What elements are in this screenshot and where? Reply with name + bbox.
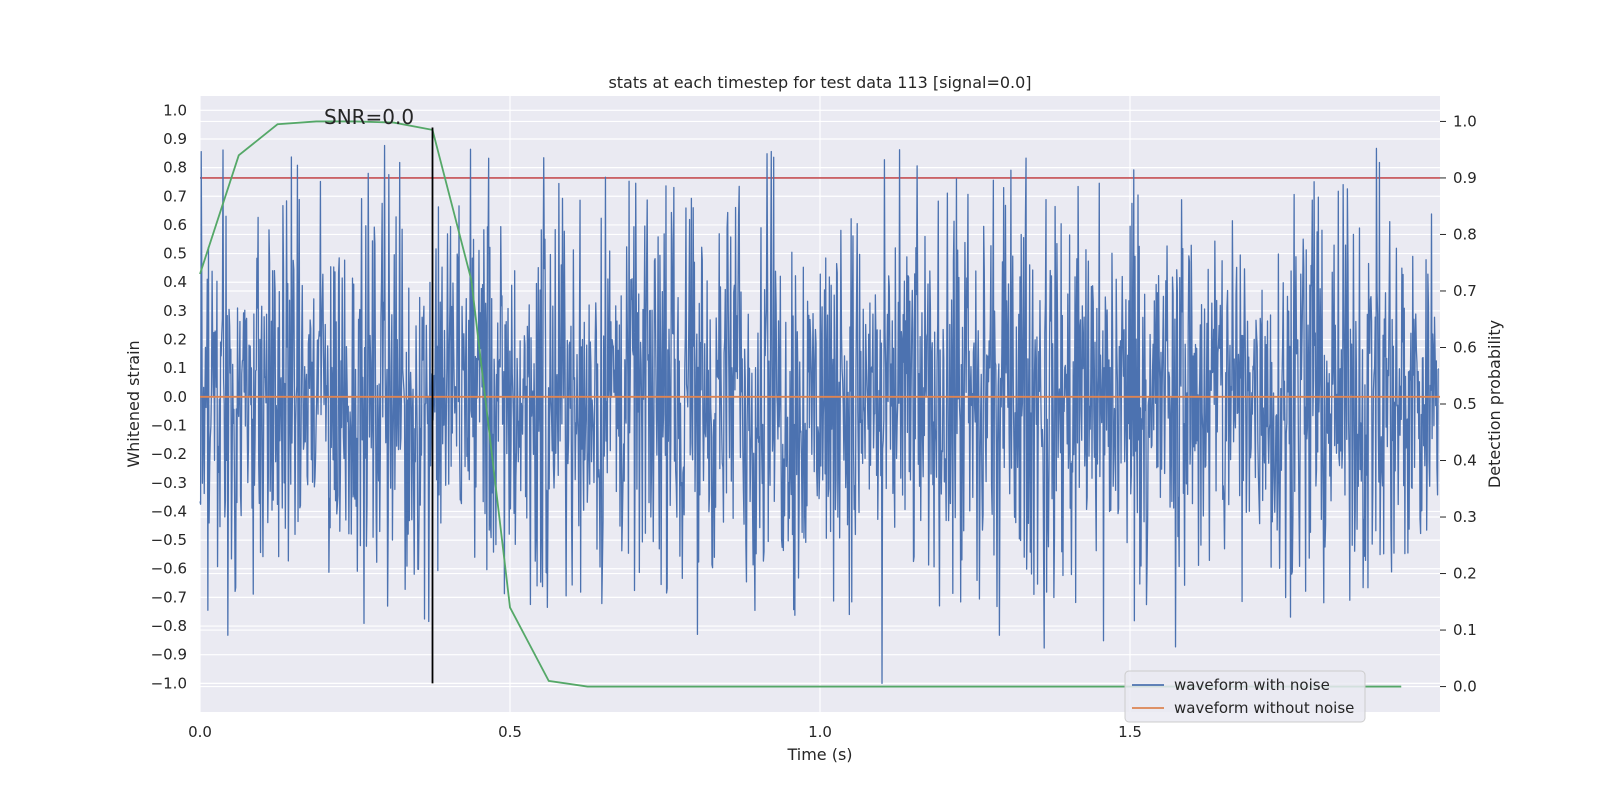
y-tick-label: 0.0: [163, 388, 187, 406]
y2-tick-label: 1.0: [1453, 112, 1477, 130]
y2-tick-label: 0.8: [1453, 225, 1477, 243]
y-tick-label: −0.9: [151, 646, 187, 664]
y-tick-label: 0.1: [163, 359, 187, 377]
y-tick-label: −0.8: [151, 617, 187, 635]
noisy-layer: [199, 144, 1440, 684]
y2-tick-label: 0.7: [1453, 282, 1477, 300]
y2-axis-label: Detection probability: [1485, 320, 1504, 488]
y2-tick-label: 0.0: [1453, 678, 1477, 696]
y-tick-label: −1.0: [151, 674, 187, 692]
y-tick-label: 0.4: [163, 273, 187, 291]
x-axis-label: Time (s): [786, 745, 852, 764]
y-tick-label: −0.2: [151, 445, 187, 463]
y-axis-label: Whitened strain: [124, 340, 143, 467]
y-tick-label: −0.4: [151, 502, 187, 520]
x-tick-label: 0.0: [188, 723, 212, 741]
y2-tick-label: 0.1: [1453, 621, 1477, 639]
y-tick-label: 0.7: [163, 187, 187, 205]
legend-box: [1124, 670, 1366, 723]
snr-annotation: SNR=0.0: [324, 105, 414, 129]
y-ticks: 1.0 0.9 0.8 0.7 0.6 0.5 0.4 0.3 0.2 0.1 0.0 −0.1 −0.…: [151, 101, 187, 692]
y2-tick-label: 0.3: [1453, 508, 1477, 526]
y2-ticks: 1.0 0.9 0.8 0.7 0.6 0.5 0.4 0.3 0.2 0.1 0.0: [1440, 112, 1477, 696]
legend-label-clean: waveform without noise: [1174, 699, 1354, 717]
y2-tick-label: 0.5: [1453, 395, 1477, 413]
y-tick-label: 1.0: [163, 101, 187, 119]
y-tick-label: 0.3: [163, 302, 187, 320]
y-tick-label: −0.6: [151, 560, 187, 578]
y-tick-label: 0.9: [163, 130, 187, 148]
y-tick-label: 0.5: [163, 245, 187, 263]
x-ticks: 0.0 0.5 1.0 1.5: [188, 723, 1142, 741]
y-tick-label: −0.3: [151, 474, 187, 492]
y2-tick-label: 0.6: [1453, 338, 1477, 356]
y-tick-label: 0.2: [163, 331, 187, 349]
y-tick-label: −0.1: [151, 416, 187, 434]
legend: waveform with noise waveform without noi…: [1124, 670, 1366, 723]
x-tick-label: 1.5: [1118, 723, 1142, 741]
y-tick-label: 0.6: [163, 216, 187, 234]
y2-tick-label: 0.9: [1453, 169, 1477, 187]
y-tick-label: −0.7: [151, 588, 187, 606]
x-tick-label: 0.5: [498, 723, 522, 741]
legend-label-noisy: waveform with noise: [1174, 676, 1330, 694]
y2-tick-label: 0.2: [1453, 565, 1477, 583]
waveform-with-noise-line: [199, 144, 1440, 684]
chart-title: stats at each timestep for test data 113…: [608, 73, 1031, 92]
y-tick-label: −0.5: [151, 531, 187, 549]
y-tick-label: 0.8: [163, 159, 187, 177]
y2-tick-label: 0.4: [1453, 452, 1477, 470]
x-tick-label: 1.0: [808, 723, 832, 741]
